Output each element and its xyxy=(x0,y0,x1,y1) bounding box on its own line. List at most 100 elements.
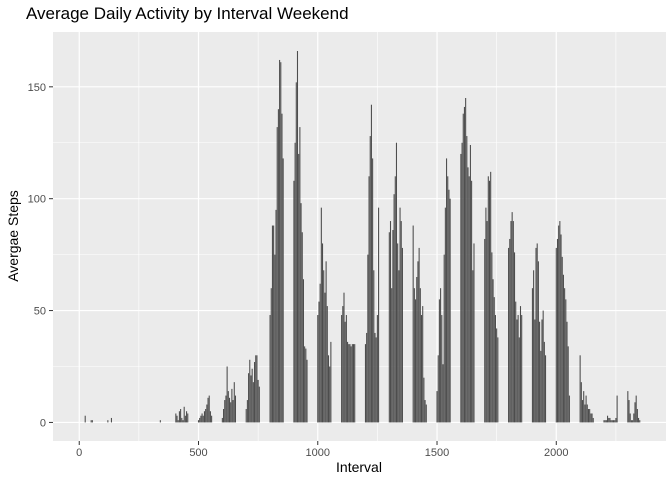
bar xyxy=(224,400,226,423)
bar xyxy=(206,404,208,423)
bar xyxy=(349,344,351,423)
bar xyxy=(446,158,448,423)
bar xyxy=(372,158,374,423)
bar xyxy=(634,402,636,423)
bar xyxy=(107,420,109,423)
bar xyxy=(514,252,516,423)
bar xyxy=(186,411,188,423)
bar xyxy=(635,395,637,423)
bar xyxy=(110,417,112,423)
plot-panel xyxy=(53,32,666,441)
bar xyxy=(418,247,420,423)
bar xyxy=(175,413,177,423)
x-tick-label: 500 xyxy=(189,447,207,459)
bar xyxy=(612,420,615,423)
bar xyxy=(589,409,591,423)
bar xyxy=(437,355,439,423)
bar xyxy=(270,288,272,423)
bar xyxy=(197,420,200,423)
bar xyxy=(438,299,440,423)
bar xyxy=(592,417,594,423)
bar xyxy=(347,341,349,423)
bar xyxy=(274,254,276,423)
bar xyxy=(329,366,331,423)
bar xyxy=(441,315,443,423)
chart-title: Average Daily Activity by Interval Weeke… xyxy=(26,4,349,23)
bar xyxy=(207,397,209,423)
x-tick-label: 0 xyxy=(76,447,82,459)
bar xyxy=(299,127,301,423)
bar xyxy=(497,337,499,423)
bar xyxy=(393,194,395,423)
bar xyxy=(293,180,295,423)
bar xyxy=(269,315,271,423)
bar xyxy=(539,321,541,423)
bar xyxy=(517,315,519,423)
x-tick-label: 1000 xyxy=(306,447,330,459)
bar xyxy=(447,176,449,423)
bar xyxy=(277,109,279,423)
bar xyxy=(305,348,307,423)
bar xyxy=(324,292,326,423)
bar xyxy=(472,270,474,423)
bar xyxy=(395,142,398,423)
bar xyxy=(318,301,320,423)
bar xyxy=(487,176,489,423)
bar xyxy=(580,382,582,423)
bar xyxy=(591,413,593,423)
bar xyxy=(473,243,475,423)
bar xyxy=(330,341,332,423)
bar xyxy=(466,136,468,423)
bar xyxy=(566,321,568,423)
bar xyxy=(281,113,283,423)
bar xyxy=(397,243,399,423)
x-tick-label: 1500 xyxy=(425,447,449,459)
bar xyxy=(341,315,343,423)
bar xyxy=(374,332,376,423)
bar xyxy=(208,395,210,423)
bar xyxy=(469,144,471,423)
bar xyxy=(180,409,182,423)
bar xyxy=(521,315,523,423)
bar xyxy=(200,415,202,423)
bar xyxy=(417,261,419,423)
bar xyxy=(564,288,566,423)
bar xyxy=(583,391,585,423)
bar xyxy=(611,420,613,423)
bar xyxy=(565,299,567,423)
bar xyxy=(610,420,612,423)
bar xyxy=(632,420,634,423)
bar xyxy=(398,270,400,423)
bar xyxy=(490,171,492,423)
bar xyxy=(492,279,494,423)
bar xyxy=(509,238,511,423)
bar xyxy=(250,375,252,423)
bar xyxy=(587,409,590,423)
x-axis: 0 500 1000 1500 2000 xyxy=(76,441,569,459)
bar xyxy=(416,276,418,423)
bar xyxy=(491,252,493,423)
bar xyxy=(231,388,233,423)
bar xyxy=(366,332,368,423)
bar xyxy=(184,415,186,423)
bar xyxy=(282,158,284,423)
bar xyxy=(225,395,227,423)
bar xyxy=(605,420,607,423)
bar xyxy=(585,395,587,423)
bar xyxy=(256,355,258,423)
bar xyxy=(399,207,401,423)
bar xyxy=(584,404,586,423)
bar xyxy=(295,82,297,423)
bar xyxy=(465,98,467,423)
bar xyxy=(199,417,201,423)
bar xyxy=(555,247,557,423)
bar xyxy=(211,415,213,423)
bar xyxy=(91,420,93,423)
bar xyxy=(354,344,356,423)
bar xyxy=(205,409,207,423)
bar xyxy=(323,270,325,423)
bar xyxy=(633,413,635,423)
bar xyxy=(443,254,445,423)
bar xyxy=(178,411,180,423)
